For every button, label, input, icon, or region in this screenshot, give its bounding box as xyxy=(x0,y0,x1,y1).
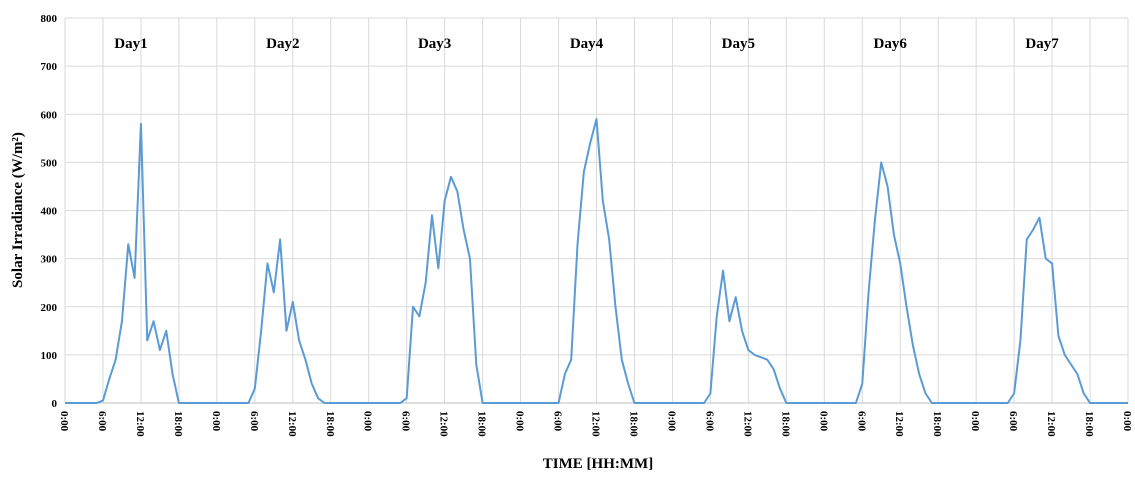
y-tick-label: 400 xyxy=(41,206,58,218)
x-tick-label: 18:00 xyxy=(931,411,943,437)
x-tick-label: 6:00 xyxy=(96,411,108,432)
x-tick-label: 6:00 xyxy=(400,411,412,432)
x-tick-label: 12:00 xyxy=(893,411,905,437)
x-tick-label: 0:00 xyxy=(969,411,981,432)
x-tick-label: 12:00 xyxy=(438,411,450,437)
x-tick-label: 12:00 xyxy=(286,411,298,437)
x-tick-label: 18:00 xyxy=(324,411,336,437)
y-tick-label: 0 xyxy=(52,398,58,410)
day-label: Day7 xyxy=(1025,36,1059,52)
x-tick-label: 18:00 xyxy=(1083,411,1095,437)
day-label: Day1 xyxy=(114,36,147,52)
y-tick-label: 600 xyxy=(41,109,58,121)
x-tick-label: 12:00 xyxy=(741,411,753,437)
x-tick-label: 6:00 xyxy=(248,411,260,432)
day-label: Day4 xyxy=(570,36,604,52)
y-axis-title: Solar Irradiance (W/m²) xyxy=(10,132,26,288)
x-tick-label: 0:00 xyxy=(817,411,829,432)
x-tick-label: 12:00 xyxy=(590,411,602,437)
x-tick-label: 0:00 xyxy=(665,411,677,432)
y-tick-label: 200 xyxy=(41,302,58,314)
x-tick-label: 0:00 xyxy=(58,411,70,432)
x-tick-label: 6:00 xyxy=(552,411,564,432)
x-tick-label: 12:00 xyxy=(1045,411,1057,437)
x-tick-label: 18:00 xyxy=(627,411,639,437)
x-tick-label: 18:00 xyxy=(476,411,488,437)
x-tick-label: 12:00 xyxy=(134,411,146,437)
x-tick-label: 18:00 xyxy=(172,411,184,437)
x-tick-label: 0:00 xyxy=(514,411,526,432)
x-tick-label: 18:00 xyxy=(779,411,791,437)
x-tick-label: 0:00 xyxy=(1121,411,1133,432)
y-tick-label: 100 xyxy=(41,350,58,362)
x-tick-label: 6:00 xyxy=(1007,411,1019,432)
x-axis-title: TIME [HH:MM] xyxy=(543,456,653,472)
x-tick-label: 0:00 xyxy=(362,411,374,432)
x-tick-label: 6:00 xyxy=(703,411,715,432)
x-tick-label: 6:00 xyxy=(855,411,867,432)
x-tick-label: 0:00 xyxy=(210,411,222,432)
day-label: Day3 xyxy=(418,36,451,52)
y-tick-label: 300 xyxy=(41,254,58,266)
y-tick-label: 500 xyxy=(41,157,58,169)
series-line xyxy=(65,118,1128,404)
y-tick-label: 800 xyxy=(41,13,58,25)
day-label: Day6 xyxy=(874,36,908,52)
y-tick-label: 700 xyxy=(41,61,58,73)
day-label: Day2 xyxy=(266,36,299,52)
day-label: Day5 xyxy=(722,36,755,52)
